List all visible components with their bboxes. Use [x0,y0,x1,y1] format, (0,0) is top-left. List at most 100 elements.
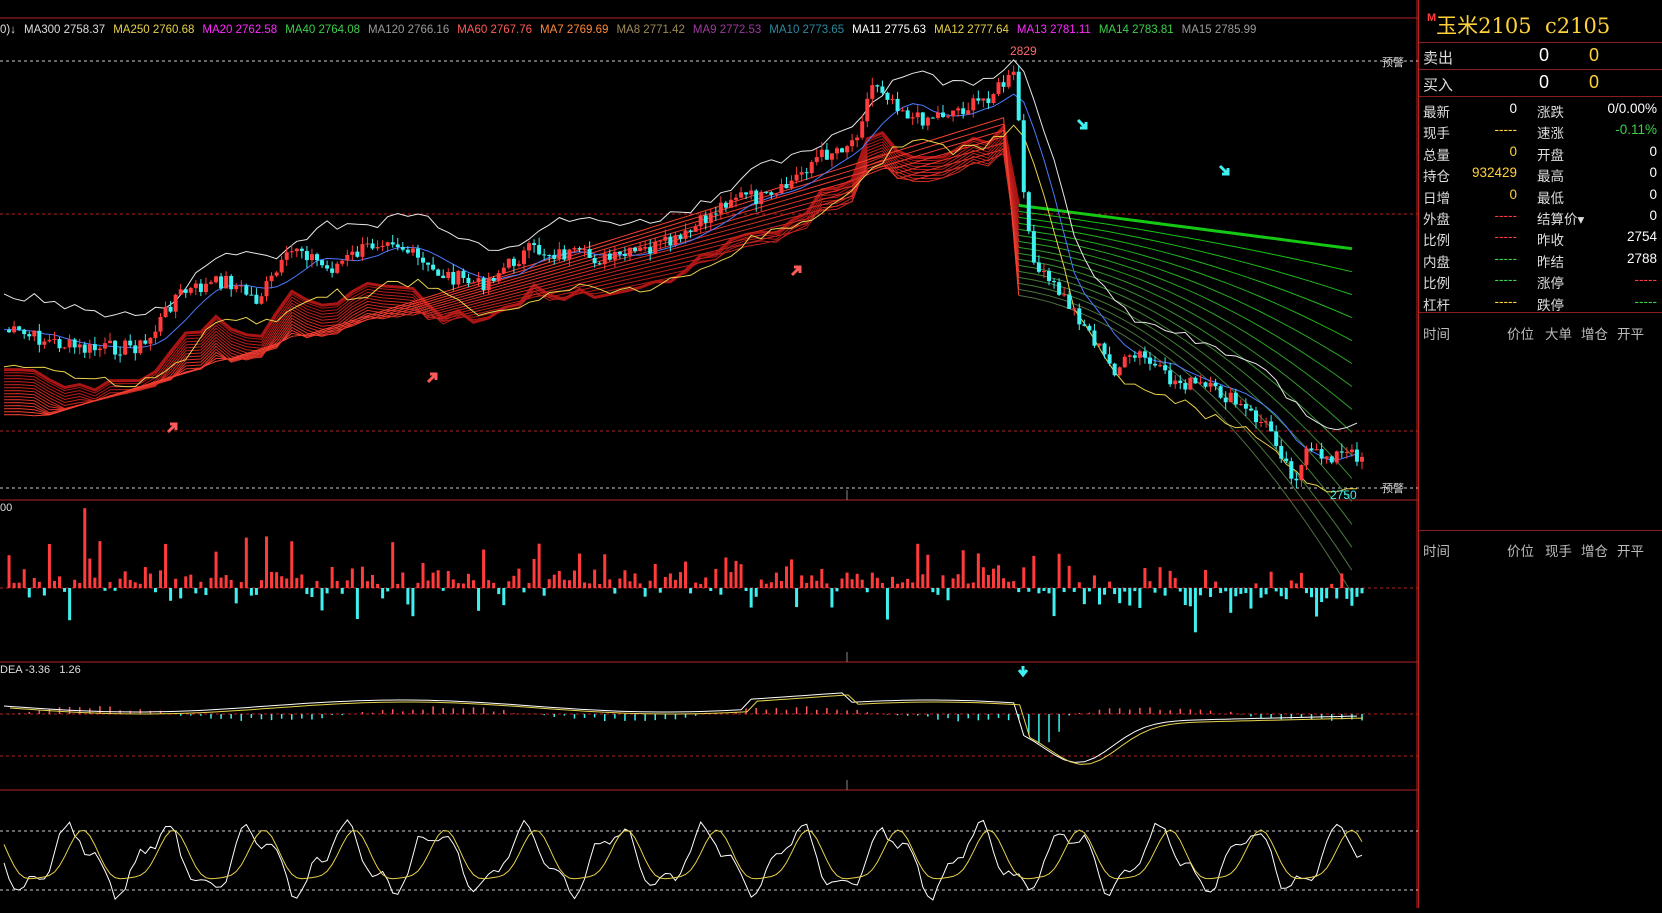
candle-body [1142,351,1147,358]
candle-body [804,172,809,174]
volume-bar [1330,583,1334,588]
candle-body [991,94,996,104]
volume-bar [1219,588,1223,594]
alert-bottom-label[interactable]: 预警 [1382,483,1404,495]
candle-body [794,174,799,181]
candle-body [744,192,749,195]
candle-body [380,245,385,248]
volume-bar [517,568,521,588]
ma-line-up [3,123,1020,416]
quote-row: 内盘 ----- 昨结 2788 [1419,248,1662,270]
volume-bar [1087,588,1091,592]
volume-bar [850,579,854,588]
candle-body [355,251,360,257]
volume-bar [32,578,36,588]
candle-body [441,275,446,279]
buy-row[interactable]: 买入 0 0 [1419,70,1662,97]
volume-bar [941,575,945,588]
volume-bar [335,581,339,588]
volume-bar [820,569,824,588]
quote-value: ----- [1634,293,1657,309]
candle-body [1011,71,1016,75]
quote-label: 日增 [1423,190,1450,206]
volume-bar [961,550,965,588]
volume-bar [537,543,541,588]
signal-arrow-down [1218,164,1230,176]
volume-bar [209,577,213,588]
ma-legend-item: MA9 2772.53 [692,24,762,36]
candle-body [1193,377,1198,384]
candle-body [1334,451,1339,463]
volume-bar [997,565,1001,588]
volume-bar [754,588,758,597]
quote-label: 昨结 [1537,254,1564,270]
candle-body [638,247,643,251]
candle-body [219,276,224,289]
candle-body [1112,363,1117,376]
volume-bar [618,578,622,588]
volume-bar [1168,570,1172,588]
volume-bar [694,582,698,588]
candle-body [1082,324,1087,326]
volume-bar [603,554,607,588]
volume-bar [658,588,662,593]
candle-body [890,98,895,100]
candle-body [1001,82,1006,87]
volume-bar [451,579,455,588]
candle-body [521,250,526,265]
candle-body [1253,410,1258,423]
candle-body [1158,365,1163,367]
candle-body [915,112,920,118]
volume-bar [1188,588,1192,607]
candle-body [643,247,648,249]
candle-body [259,296,264,304]
quote-label: 总量 [1423,147,1450,163]
alert-top-label[interactable]: 预警 [1382,57,1404,69]
candle-body [870,85,875,99]
volume-bar [1340,573,1344,588]
volume-bar [865,588,869,593]
volume-bar [371,574,375,588]
ma-line-up [3,140,1020,404]
candle-body [1314,449,1319,451]
volume-bar [1103,588,1107,595]
ticks-header: 时间 价位 现手 增仓 开平 [1419,537,1662,559]
contract-title[interactable]: M玉米2105 c2105 [1427,10,1610,40]
candle-body [471,282,476,284]
hdr1-oi-change: 增仓 [1581,327,1608,342]
ma-line-up [3,143,1020,407]
candle-body [299,248,304,252]
candle-body [284,252,289,260]
volume-bar [724,557,728,588]
candle-body [1248,408,1253,411]
volume-bar [1148,581,1152,588]
volume-bar [628,581,632,588]
sell-row[interactable]: 卖出 0 0 [1419,43,1662,70]
candle-body [446,272,451,279]
volume-bar [103,588,107,591]
volume-bar [259,580,263,588]
candle-body [552,254,557,259]
candle-body [426,262,431,265]
candle-body [365,243,370,245]
ma-legend-bar: 0)↓ MA300 2758.37 MA250 2760.68 MA20 2762.5… [0,24,1418,40]
candle-body [1279,445,1284,459]
candle-body [12,326,17,333]
hdr1-time: 时间 [1423,327,1450,342]
candle-body [597,263,602,265]
kline-chart-svg[interactable] [0,0,1418,908]
dea-value: DEA -3.36 [0,664,51,676]
candle-body [27,334,32,337]
quote-label: 比例 [1423,233,1450,249]
volume-bar [744,588,748,592]
candle-body [234,285,239,290]
candle-body [1102,343,1107,355]
chart-area[interactable]: 0)↓ MA300 2758.37 MA250 2760.68 MA20 2762.5… [0,0,1418,908]
candle-body [799,172,804,175]
volume-bar [638,583,642,588]
candle-body [1289,461,1294,479]
ma-legend-item: MA60 2767.76 [457,24,533,36]
candle-body [320,260,325,266]
volume-bar [1264,588,1268,595]
candle-body [1243,403,1248,409]
